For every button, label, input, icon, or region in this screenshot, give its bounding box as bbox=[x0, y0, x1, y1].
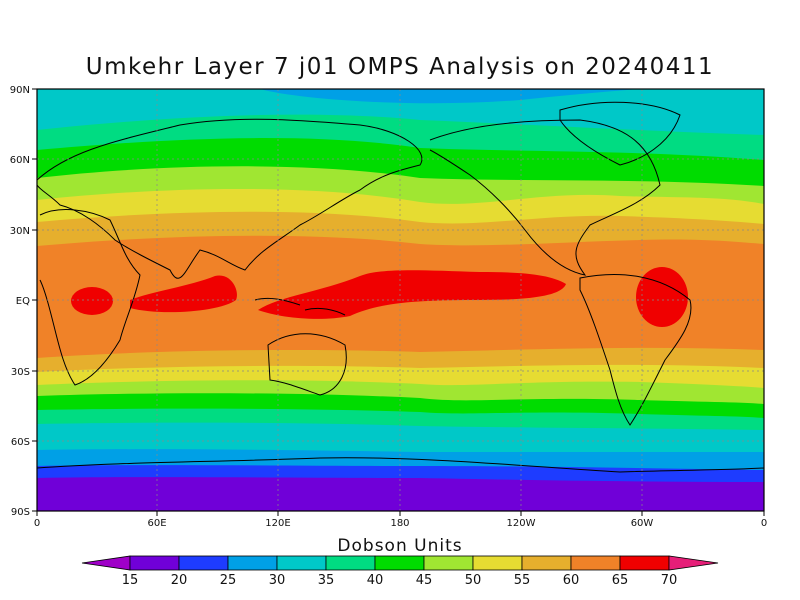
coast-north-america bbox=[429, 119, 661, 276]
colorbar-swatch bbox=[325, 555, 376, 571]
x-tick-label: 0 bbox=[761, 518, 767, 529]
colorbar-swatch bbox=[423, 555, 474, 571]
coast-indonesia bbox=[254, 297, 346, 316]
colorbar-level-label: 50 bbox=[465, 573, 482, 588]
colorbar-over-arrow bbox=[668, 555, 719, 571]
x-tick-labels: 0 60E 120E 180 120W 60W 0 bbox=[34, 518, 767, 529]
colorbar-level-label: 40 bbox=[367, 573, 384, 588]
y-tick-label: 60S bbox=[11, 437, 30, 448]
colorbar-level-label: 70 bbox=[661, 573, 678, 588]
x-tick-label: 120E bbox=[265, 518, 290, 529]
colorbar-level-label: 35 bbox=[318, 573, 335, 588]
x-tick-label: 60E bbox=[147, 518, 166, 529]
y-tick-label: 90N bbox=[10, 85, 30, 96]
coastlines bbox=[37, 101, 764, 473]
coast-europe-asia bbox=[37, 118, 423, 279]
coast-south-america bbox=[579, 273, 692, 426]
colorbar-swatch bbox=[472, 555, 523, 571]
colorbar-swatch bbox=[129, 555, 180, 571]
colorbar: 15 20 25 30 35 40 45 50 55 60 65 70 bbox=[81, 555, 719, 588]
max-indonesia-pacific bbox=[258, 270, 566, 319]
x-tick-label: 180 bbox=[390, 518, 409, 529]
band-arctic-25-30 bbox=[260, 89, 640, 104]
coast-greenland bbox=[559, 101, 681, 166]
band-sh-15-20 bbox=[37, 477, 764, 511]
x-tick-label: 60W bbox=[631, 518, 654, 529]
max-south-america bbox=[636, 267, 688, 327]
tick-marks bbox=[32, 88, 765, 516]
colorbar-level-label: 25 bbox=[220, 573, 237, 588]
colorbar-level-label: 15 bbox=[122, 573, 139, 588]
max-africa bbox=[71, 287, 113, 315]
coast-africa bbox=[39, 209, 141, 386]
y-tick-label: 30N bbox=[10, 226, 30, 237]
y-tick-label: 30S bbox=[11, 367, 30, 378]
contour-bands bbox=[37, 89, 764, 511]
colorbar-level-label: 60 bbox=[563, 573, 580, 588]
x-tick-label: 120W bbox=[507, 518, 536, 529]
graticule bbox=[37, 89, 764, 511]
colorbar-level-label: 45 bbox=[416, 573, 433, 588]
max-indian-ocean bbox=[130, 275, 238, 313]
colorbar-swatch bbox=[619, 555, 670, 571]
colorbar-swatch bbox=[227, 555, 278, 571]
coast-australia bbox=[267, 333, 347, 396]
colorbar-swatch bbox=[276, 555, 327, 571]
map-title: Umkehr Layer 7 j01 OMPS Analysis on 2024… bbox=[85, 54, 715, 80]
colorbar-swatch bbox=[178, 555, 229, 571]
x-tick-label: 0 bbox=[34, 518, 40, 529]
colorbar-level-label: 20 bbox=[171, 573, 188, 588]
colorbar-swatch bbox=[521, 555, 572, 571]
colorbar-swatch bbox=[374, 555, 425, 571]
colorbar-level-label: 30 bbox=[269, 573, 286, 588]
y-tick-label: 60N bbox=[10, 155, 30, 166]
colorbar-under-arrow bbox=[81, 555, 131, 571]
colorbar-swatch bbox=[570, 555, 621, 571]
colorbar-title: Dobson Units bbox=[337, 536, 463, 556]
y-tick-label: EQ bbox=[16, 296, 30, 307]
y-tick-labels: 90N 60N 30N EQ 30S 60S 90S bbox=[10, 85, 30, 518]
coast-antarctica bbox=[37, 457, 764, 473]
colorbar-level-label: 65 bbox=[612, 573, 629, 588]
colorbar-level-label: 55 bbox=[514, 573, 531, 588]
y-tick-label: 90S bbox=[11, 507, 30, 518]
